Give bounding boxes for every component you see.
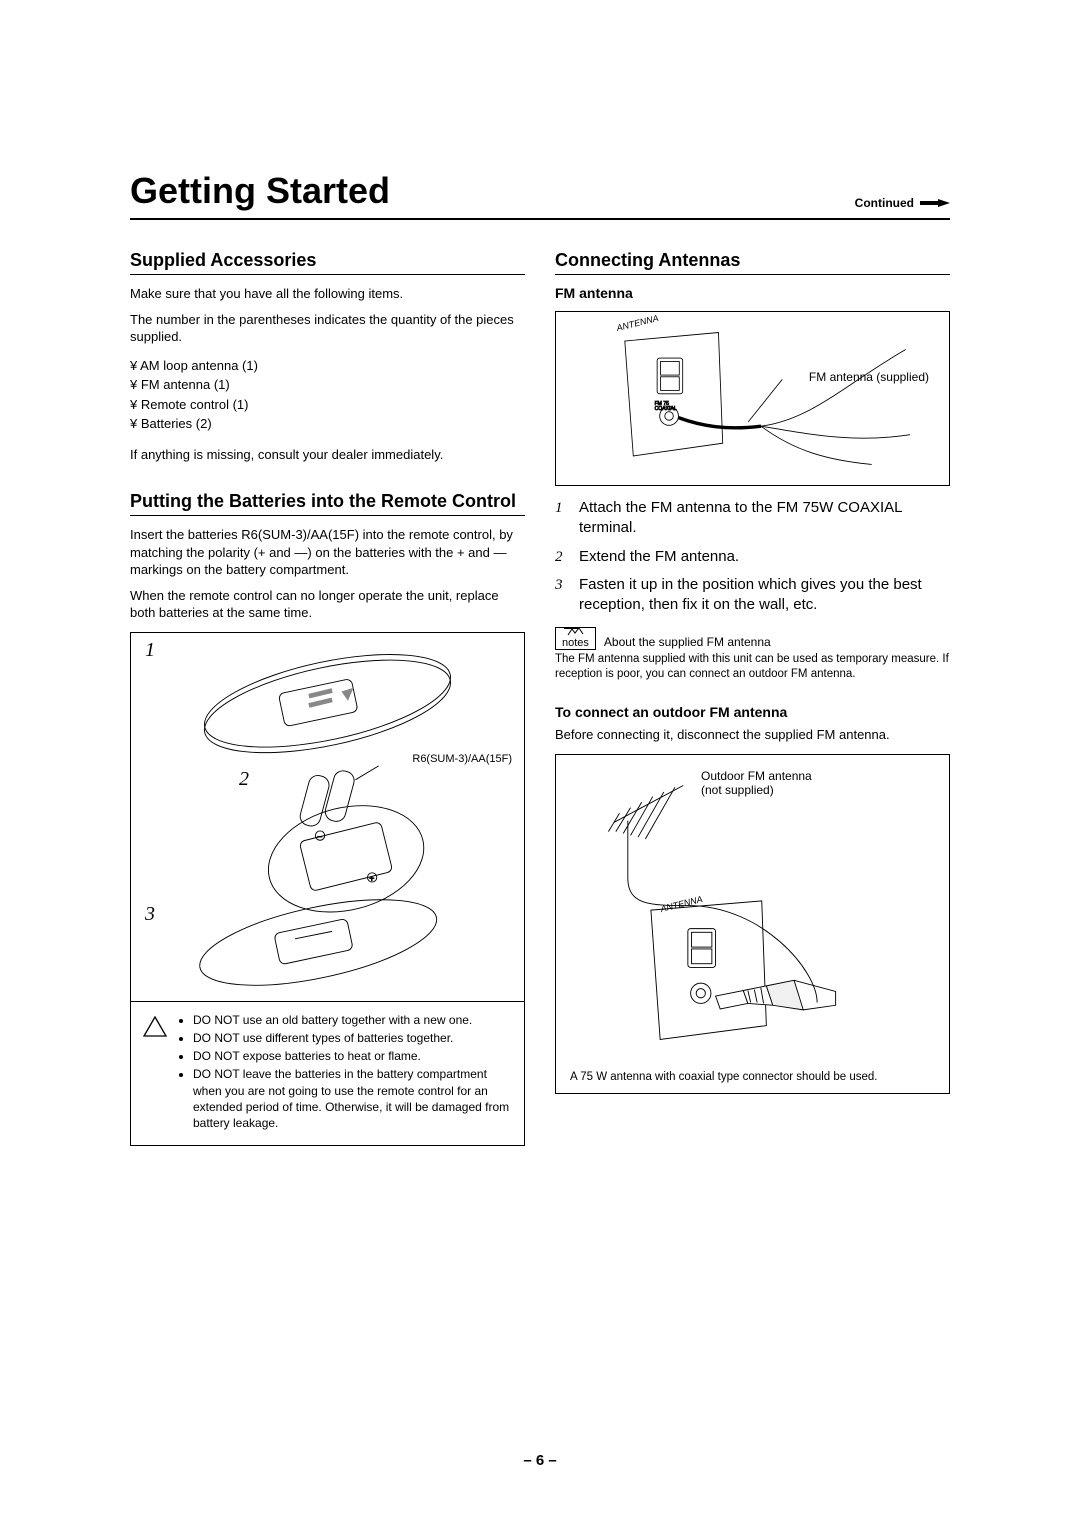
battery-type-label: R6(SUM-3)/AA(15F) (412, 753, 512, 765)
fm-antenna-diagram-icon: FM 75 COAXIAL (568, 324, 937, 473)
connecting-antennas-heading: Connecting Antennas (555, 250, 950, 275)
batt-instr-2: When the remote control can no longer op… (130, 587, 525, 622)
outdoor-antenna-figure: Outdoor FM antenna (not supplied) ANTENN… (555, 754, 950, 1094)
batteries-heading: Putting the Batteries into the Remote Co… (130, 491, 525, 516)
continued-indicator: Continued (855, 196, 950, 210)
remote-battery-figure: 1 2 3 R6(SUM-3)/AA(15F) (130, 632, 525, 1002)
missing-note: If anything is missing, consult your dea… (130, 446, 525, 464)
list-item: DO NOT expose batteries to heat or flame… (193, 1048, 512, 1064)
fm-antenna-heading: FM antenna (555, 285, 950, 301)
list-item: Remote control (1) (130, 395, 525, 415)
step-number-3: 3 (145, 903, 155, 926)
list-item: Batteries (2) (130, 414, 525, 434)
list-item: 2Extend the FM antenna. (555, 547, 950, 567)
svg-text:−: − (317, 831, 322, 841)
notes-body: The FM antenna supplied with this unit c… (555, 652, 950, 682)
notes-title: About the supplied FM antenna (604, 634, 771, 650)
supplied-intro-2: The number in the parentheses indicates … (130, 311, 525, 346)
notes-icon: notes (555, 627, 596, 650)
outdoor-antenna-label1: Outdoor FM antenna (701, 769, 812, 783)
remote-diagram-icon: − + (143, 645, 512, 989)
page-title: Getting Started Continued (130, 170, 950, 220)
list-item: DO NOT leave the batteries in the batter… (193, 1066, 512, 1131)
batt-instr-1: Insert the batteries R6(SUM-3)/AA(15F) i… (130, 526, 525, 579)
svg-text:COAXIAL: COAXIAL (655, 406, 677, 412)
list-item: 3Fasten it up in the position which give… (555, 575, 950, 616)
fm-steps-list: 1Attach the FM antenna to the FM 75W COA… (555, 498, 950, 615)
list-item: 1Attach the FM antenna to the FM 75W COA… (555, 498, 950, 539)
right-column: Connecting Antennas FM antenna ANTENNA F… (555, 250, 950, 1146)
step-number-2: 2 (239, 768, 249, 791)
outdoor-fm-heading: To connect an outdoor FM antenna (555, 704, 950, 720)
page-number: – 6 – (0, 1452, 1080, 1469)
outdoor-antenna-diagram-icon (568, 767, 937, 1081)
outdoor-intro: Before connecting it, disconnect the sup… (555, 726, 950, 744)
notes-inline: notes About the supplied FM antenna (555, 627, 950, 650)
left-column: Supplied Accessories Make sure that you … (130, 250, 525, 1146)
fm-antenna-figure: ANTENNA FM antenna (supplied) FM 75 COAX… (555, 311, 950, 486)
stop-icon (143, 1016, 167, 1043)
continued-text: Continued (855, 196, 914, 210)
list-item: AM loop antenna (1) (130, 356, 525, 376)
supplied-intro-1: Make sure that you have all the followin… (130, 285, 525, 303)
svg-text:+: + (369, 873, 374, 883)
outdoor-note: A 75 W antenna with coaxial type connect… (570, 1070, 935, 1085)
fm-supplied-label: FM antenna (supplied) (809, 370, 929, 384)
list-item: FM antenna (1) (130, 375, 525, 395)
outdoor-antenna-label2: (not supplied) (701, 783, 774, 797)
title-text: Getting Started (130, 170, 390, 211)
supplied-accessories-heading: Supplied Accessories (130, 250, 525, 275)
step-number-1: 1 (145, 639, 155, 662)
list-item: DO NOT use an old battery together with … (193, 1012, 512, 1028)
battery-warning-box: DO NOT use an old battery together with … (130, 1002, 525, 1146)
continued-arrow-icon (920, 197, 950, 209)
list-item: DO NOT use different types of batteries … (193, 1030, 512, 1046)
accessory-list: AM loop antenna (1) FM antenna (1) Remot… (130, 356, 525, 434)
